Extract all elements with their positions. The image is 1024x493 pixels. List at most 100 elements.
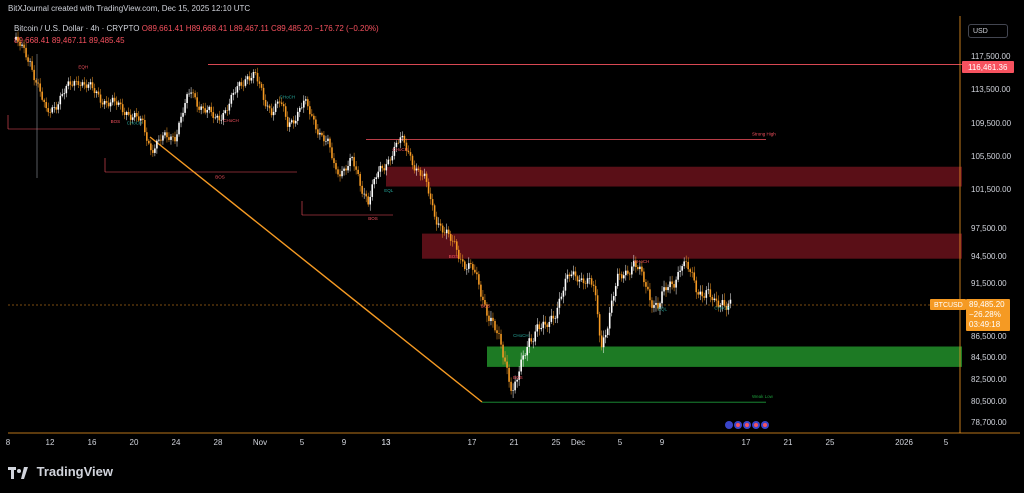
candle [427,178,430,197]
candle [184,98,186,116]
candle [210,102,213,117]
candle [727,300,730,315]
candle [323,131,325,147]
candle [65,84,68,98]
currency-button[interactable]: USD [968,24,1008,38]
candle [278,96,281,108]
candle [242,80,245,92]
chart-title: BitXJournal created with TradingView.com… [8,4,251,13]
candle [532,338,535,349]
symbol-legend: Bitcoin / U.S. Dollar · 4h · CRYPTO O89,… [14,24,379,33]
event-icon-1 [725,421,733,429]
candle [431,193,434,211]
annotation-eql: EQL [384,188,394,193]
candle [484,294,486,307]
candle [81,79,84,88]
footer-brand: TradingView [36,464,113,479]
candle [578,275,581,289]
candle [142,115,144,124]
candle [526,341,528,362]
candle [325,135,327,146]
annotation-bos: BOS [368,216,378,221]
candle [103,98,106,110]
candle [633,254,635,271]
candle [627,265,629,276]
candle [59,92,62,110]
candle [558,292,561,315]
candle [97,87,100,98]
candle [270,103,273,118]
y-tick-label: 113,500.00 [971,85,1011,94]
candle [63,88,66,100]
x-tick-label: 5 [300,438,305,447]
candle [600,330,603,351]
candle [488,310,490,327]
candle [311,109,313,118]
candle [371,179,374,201]
y-tick-label: 78,700.00 [971,418,1007,427]
candle [35,78,37,86]
candle [55,101,58,114]
event-icons[interactable] [725,421,769,429]
candle [711,294,714,307]
candle [315,115,317,134]
candle [518,366,520,386]
candle [464,260,466,271]
candle [268,104,271,114]
candle [439,219,442,231]
candle [415,163,418,176]
candle [494,318,496,333]
candle [274,100,277,115]
candle [584,280,587,290]
candle [719,302,722,313]
candle [478,271,480,290]
x-tick-label: 25 [826,438,835,447]
candle [214,113,217,120]
candle [697,289,700,299]
candle [212,106,215,124]
annotations-layer: BOS BOS BOS BOS BOS BOS CHoCH CHoCH CHoCH CHoCH CH… [78,64,729,380]
candle [419,167,422,181]
candle [647,280,649,292]
candle [596,289,599,318]
annotation-bos: BOS [481,303,491,308]
candle [472,261,474,276]
candle [470,259,472,269]
candle [127,107,130,117]
ohlc-values: O89,661.41 H89,668.41 L89,467.11 C89,485… [141,24,379,33]
candle [451,235,454,247]
candle [250,72,253,84]
candle [397,139,400,145]
candle [337,166,339,178]
supply-zone-1 [422,233,962,259]
candle [129,109,132,126]
candle [101,98,104,108]
candle [365,190,367,203]
candle [355,161,357,175]
candle [707,282,710,295]
price-tag-symbol: BTCUSD [934,302,963,309]
candle [144,114,146,136]
candle [367,192,369,207]
candle [637,265,639,271]
candle [721,294,724,312]
candle [516,377,518,388]
candle [540,323,543,332]
price-axis: 117,500.00 113,500.00 109,500.00 105,500.00… [971,52,1012,427]
candle [657,297,659,311]
candle [67,77,70,90]
candle [665,282,667,297]
candle [395,140,398,153]
candle [693,266,696,283]
x-tick-label: 12 [46,438,55,447]
candle [150,139,152,156]
y-tick-label: 101,500.00 [971,185,1012,194]
candle [99,89,102,109]
candle [667,284,669,293]
candle [180,112,182,128]
candle [449,230,452,246]
candle [148,138,150,145]
candle [570,270,573,278]
candle [121,98,124,116]
